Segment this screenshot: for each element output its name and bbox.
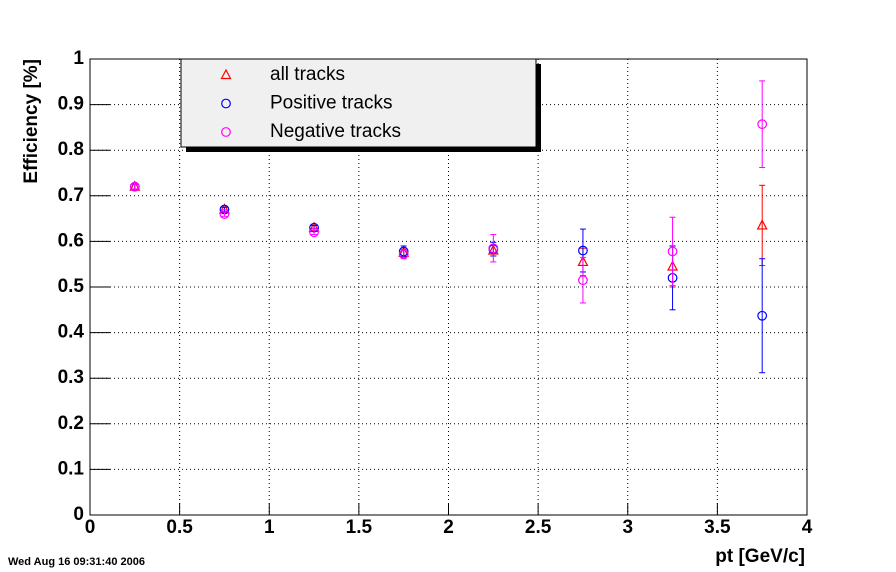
marker-circle (757, 310, 768, 321)
y-tick-label: 0.1 (58, 458, 85, 479)
marker-triangle (129, 180, 141, 191)
x-tick-label: 1.5 (346, 517, 373, 538)
legend-label: all tracks (270, 64, 345, 85)
marker-circle (398, 249, 409, 260)
y-tick-label: 0.4 (58, 322, 85, 343)
legend-marker (221, 98, 231, 109)
error-bar (221, 211, 228, 217)
marker-circle (757, 119, 768, 130)
marker-circle (578, 245, 588, 256)
x-tick-label: 3 (622, 517, 633, 538)
y-tick-label: 0 (73, 504, 84, 525)
error-bar (759, 80, 766, 169)
x-tick-label: 1 (264, 517, 275, 538)
y-tick-label: 0.5 (58, 276, 85, 297)
marker-circle (488, 243, 499, 254)
error-bar (490, 234, 497, 263)
marker-circle (667, 246, 678, 257)
error-bar (311, 229, 318, 236)
x-axis-title: pt [GeV/c] (715, 546, 805, 567)
y-tick-label: 1 (73, 48, 84, 69)
y-tick-label: 0.6 (58, 230, 84, 251)
x-tick-label: 4 (802, 517, 813, 538)
marker-circle (309, 227, 319, 238)
error-bar (759, 258, 766, 374)
x-tick-label: 3.5 (704, 517, 731, 538)
x-tick-label: 2.5 (525, 517, 552, 538)
y-tick-label: 0.2 (58, 413, 84, 434)
marker-circle (129, 181, 140, 192)
y-tick-label: 0.8 (58, 139, 84, 160)
marker-circle (219, 209, 230, 219)
marker-circle (578, 275, 588, 286)
marker-triangle (756, 219, 768, 230)
error-bar (131, 183, 138, 190)
y-tick-label: 0.9 (58, 94, 84, 115)
x-tick-label: 0.5 (166, 517, 193, 538)
error-bar (669, 216, 676, 287)
legend-label: Negative tracks (270, 121, 401, 142)
y-tick-label: 0.7 (58, 185, 84, 206)
x-tick-label: 2 (443, 517, 454, 538)
error-bar (579, 256, 586, 304)
timestamp: Wed Aug 16 09:31:40 2006 (8, 556, 145, 568)
legend-marker (220, 68, 232, 80)
legend-marker (221, 127, 231, 137)
legend-label: Positive tracks (270, 93, 392, 114)
legend-box (180, 58, 537, 148)
x-tick-label: 0 (85, 517, 96, 538)
y-axis-title: Efficiency [%] (21, 59, 42, 184)
y-tick-label: 0.3 (58, 367, 84, 388)
